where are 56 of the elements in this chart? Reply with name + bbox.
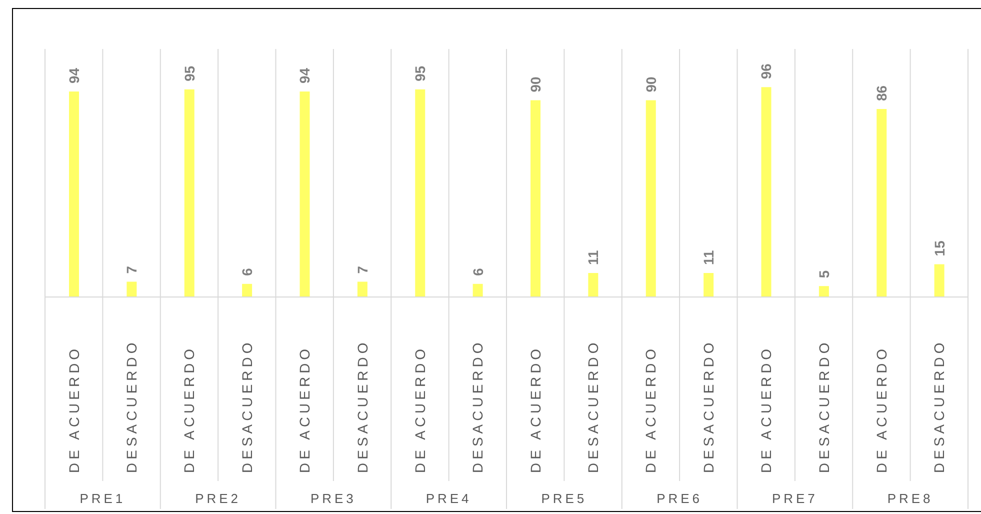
bar bbox=[530, 100, 540, 297]
text: PRE3 bbox=[310, 491, 356, 506]
text: PRE4 bbox=[426, 491, 472, 506]
x-tick-label: DESACUERDO bbox=[124, 339, 140, 473]
text: PRE8 bbox=[887, 491, 934, 506]
x-tick-label: DESACUERDO bbox=[700, 339, 716, 473]
bar bbox=[876, 109, 887, 297]
x-tick-label: DE ACUERDO bbox=[873, 345, 890, 473]
bar bbox=[704, 272, 714, 297]
data-label: 90 bbox=[642, 76, 659, 92]
bar bbox=[300, 92, 310, 297]
data-label: 94 bbox=[66, 68, 82, 84]
data-label: 90 bbox=[528, 76, 544, 92]
bar bbox=[934, 264, 944, 297]
data-label: 15 bbox=[931, 240, 948, 256]
data-label: 96 bbox=[758, 63, 774, 80]
bar bbox=[126, 282, 137, 297]
x-tick-label: DESACUERDO bbox=[354, 339, 370, 473]
bar bbox=[242, 284, 252, 297]
bar bbox=[357, 282, 368, 297]
x-tick-label: DE ACUERDO bbox=[758, 345, 774, 473]
data-label: 95 bbox=[412, 66, 428, 82]
x-tick-label: DESACUERDO bbox=[238, 339, 255, 473]
x-tick-label: DE ACUERDO bbox=[66, 345, 82, 473]
text: PRE5 bbox=[541, 491, 588, 506]
data-label: 7 bbox=[354, 266, 370, 274]
bar bbox=[69, 92, 79, 297]
x-tick-label: DESACUERDO bbox=[470, 339, 486, 473]
bar bbox=[588, 272, 598, 297]
bar bbox=[184, 89, 194, 297]
data-label: 94 bbox=[296, 68, 313, 84]
bar bbox=[761, 87, 772, 297]
x-tick-label: DE ACUERDO bbox=[642, 345, 659, 473]
x-tick-label: DESACUERDO bbox=[931, 339, 948, 473]
data-label: 6 bbox=[470, 268, 486, 276]
data-label: 11 bbox=[700, 250, 717, 265]
x-tick-label: DE ACUERDO bbox=[412, 345, 428, 473]
data-label: 5 bbox=[816, 270, 832, 278]
data-label: 86 bbox=[874, 85, 890, 102]
bar bbox=[472, 284, 483, 297]
data-label: 95 bbox=[181, 66, 198, 82]
x-tick-label: DE ACUERDO bbox=[181, 345, 198, 473]
x-tick-label: DE ACUERDO bbox=[296, 345, 313, 473]
x-tick-label: DESACUERDO bbox=[585, 339, 602, 473]
data-label: 6 bbox=[239, 268, 256, 276]
bar bbox=[646, 100, 656, 297]
data-label: 11 bbox=[585, 250, 602, 265]
bar bbox=[415, 89, 426, 297]
text: PRE6 bbox=[656, 491, 703, 506]
text: PRE1 bbox=[80, 491, 126, 506]
x-tick-label: DESACUERDO bbox=[816, 339, 832, 473]
x-tick-label: DE ACUERDO bbox=[527, 345, 544, 473]
text: PRE2 bbox=[195, 491, 242, 506]
data-label: 7 bbox=[124, 266, 140, 274]
bar bbox=[818, 286, 829, 297]
text: PRE7 bbox=[772, 491, 818, 506]
